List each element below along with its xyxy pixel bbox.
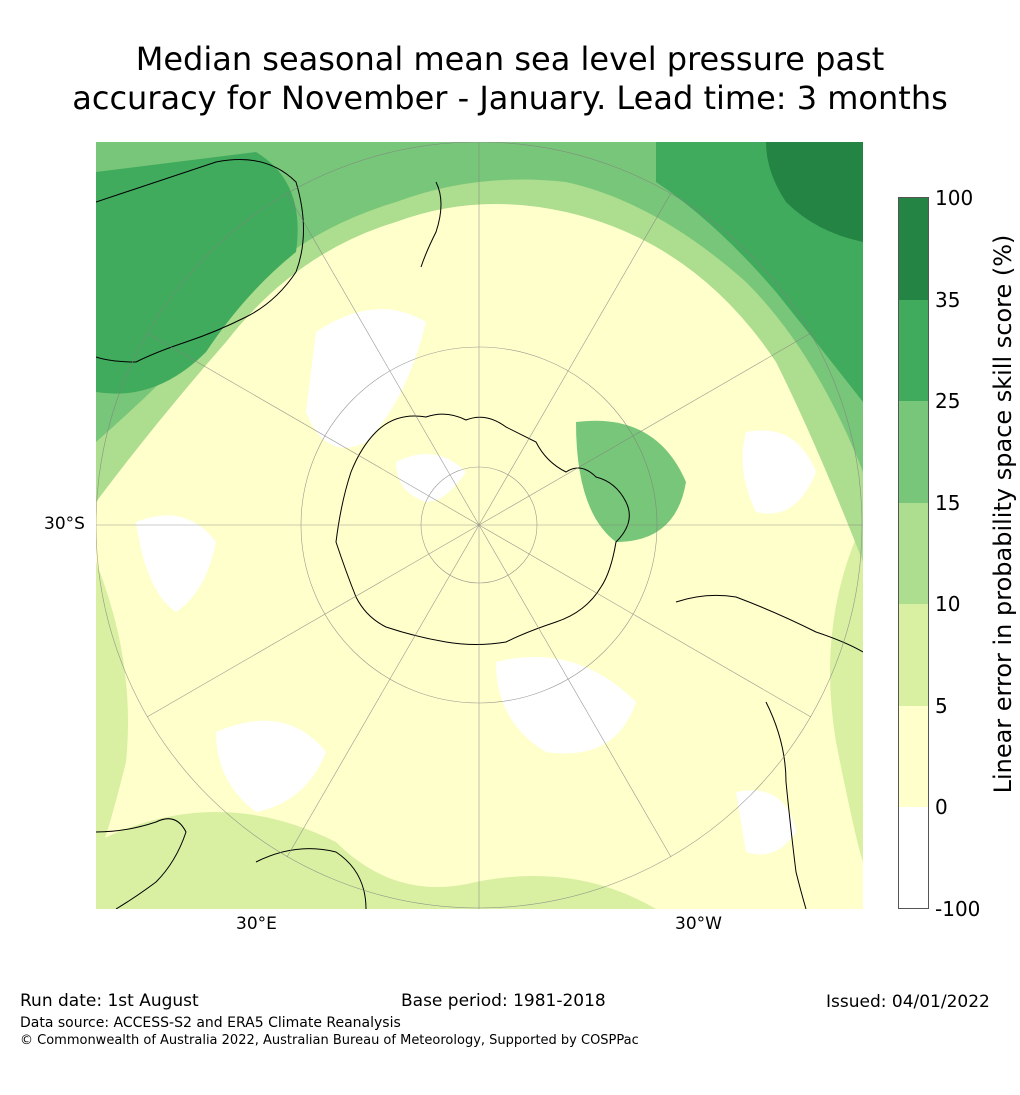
- coastline-australia: [96, 159, 304, 363]
- base-period: Base period: 1981-2018: [401, 991, 606, 1011]
- region-highest-ne: [766, 142, 863, 242]
- colorbar-bin-25-35: [899, 300, 928, 401]
- region-moderate-south: [96, 812, 656, 909]
- region-low-patch-5: [742, 430, 816, 514]
- graticule: [96, 142, 863, 909]
- colorbar-tick-15: 15: [935, 491, 961, 515]
- colorbar-tick-25: 25: [935, 389, 961, 413]
- colorbar-tick-0: 0: [935, 795, 948, 819]
- colorbar-tick-5: 5: [935, 694, 948, 718]
- coastlines: [96, 159, 863, 909]
- coastline-antarctica: [335, 413, 630, 645]
- region-low-patch-4: [496, 657, 636, 754]
- longitude-label-30w: 30°W: [675, 914, 722, 934]
- region-moderate-east: [830, 522, 863, 862]
- region-low-patch-2: [136, 515, 216, 612]
- run-date: Run date: 1st August: [20, 991, 199, 1011]
- coastline-new-zealand: [420, 181, 442, 268]
- title-line-1: Median seasonal mean sea level pressure …: [135, 40, 885, 78]
- colorbar-bin-below-0: [899, 807, 928, 908]
- skill-score-map: [96, 142, 863, 909]
- colorbar-bin-35-100: [899, 198, 928, 300]
- region-antarctic-low: [396, 454, 466, 502]
- colorbar-tick-35: 35: [935, 288, 961, 312]
- longitude-label-30e: 30°E: [236, 914, 277, 934]
- region-low-patch-6: [736, 790, 796, 855]
- colorbar-tick-minus-100: -100: [935, 897, 981, 921]
- colorbar-tick-100: 100: [935, 186, 974, 210]
- colorbar-bin-15-25: [899, 401, 928, 503]
- latitude-label-30s: 30°S: [44, 514, 85, 534]
- title-line-2: accuracy for November - January. Lead ti…: [72, 79, 948, 117]
- coastline-africa: [96, 818, 367, 909]
- region-moderate-west: [96, 562, 128, 862]
- region-low-patch-3: [216, 720, 326, 812]
- coastline-south-america: [675, 594, 863, 909]
- colorbar: [898, 197, 929, 909]
- region-low-patch-1: [306, 309, 426, 448]
- chart-title: Median seasonal mean sea level pressure …: [0, 40, 1020, 118]
- colorbar-bin-5-10: [899, 604, 928, 706]
- issued-date: Issued: 04/01/2022: [826, 992, 990, 1012]
- meridian-150: [286, 192, 672, 858]
- colorbar-bin-0-5: [899, 706, 928, 807]
- copyright: © Commonwealth of Australia 2022, Austra…: [20, 1033, 639, 1048]
- region-very-high-nw: [96, 152, 298, 394]
- colorbar-bin-10-15: [899, 503, 928, 604]
- region-skill-weddell: [576, 420, 686, 542]
- data-source: Data source: ACCESS-S2 and ERA5 Climate …: [20, 1015, 401, 1031]
- colorbar-label: Linear error in probability space skill …: [989, 234, 1017, 794]
- colorbar-tick-10: 10: [935, 592, 961, 616]
